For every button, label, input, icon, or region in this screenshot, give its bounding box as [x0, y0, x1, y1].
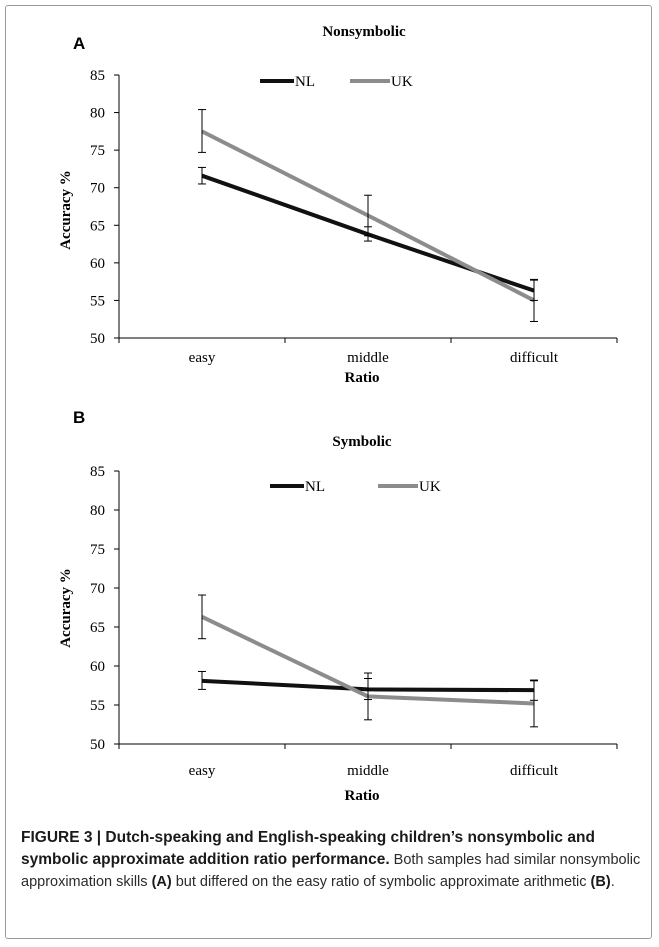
panel-b-legend-label-nl: NL [305, 479, 325, 495]
panel-b-series-uk-error-bar [530, 680, 538, 728]
panel-a-series-uk-error-bar [530, 278, 538, 322]
panel-a-legend-label-uk: UK [391, 74, 413, 90]
panel-a-x-tick-label: easy [189, 350, 216, 366]
panel-a-y-axis-label: Accuracy % [58, 170, 74, 250]
panel-b-letter: B [73, 408, 85, 427]
panel-b-y-tick-label: 50 [90, 737, 105, 753]
panel-b-chart: 50 55 60 65 70 75 80 85 easy middle difficult Ratio… [58, 464, 618, 804]
panel-a-x-tick-label: difficult [510, 350, 559, 366]
panel-a-series-nl-error-bar [198, 166, 206, 185]
panel-a-legend-label-nl: NL [295, 74, 315, 90]
panel-b-title: Symbolic [332, 434, 392, 450]
figure-caption: FIGURE 3 | Dutch-speaking and English-sp… [21, 827, 641, 893]
panel-a-x-axis-label: Ratio [345, 370, 380, 386]
panel-b-legend-label-uk: UK [419, 479, 441, 495]
caption-body-start: Both samples had similar nonsymbolic app… [21, 852, 641, 890]
caption-body-middle: but differed on the easy ratio of symbol… [171, 874, 591, 890]
panel-b-y-tick-label: 85 [90, 464, 105, 480]
panel-a-y-tick-label: 85 [90, 68, 105, 84]
panel-b: B Symbolic 50 55 60 65 70 75 80 85 easy middle dif… [58, 408, 618, 804]
panel-b-x-axis-label: Ratio [345, 788, 380, 804]
panel-b-x-tick-label: difficult [510, 763, 559, 779]
panel-a-y-tick-label: 60 [90, 256, 105, 272]
panel-b-series-uk-error-bar [198, 594, 206, 640]
panel-b-y-axis-label: Accuracy % [58, 568, 74, 648]
panel-a-title: Nonsymbolic [322, 24, 406, 40]
panel-a-y-tick-label: 65 [90, 218, 105, 234]
panel-a-chart: 50 55 60 65 70 75 80 85 easy middle difficult Ratio… [58, 68, 618, 386]
caption-ref-a: (A) [151, 874, 172, 890]
panel-a-y-tick-label: 50 [90, 331, 105, 347]
panel-b-x-tick-label: middle [347, 763, 389, 779]
panel-b-y-tick-label: 60 [90, 659, 105, 675]
panel-a-y-tick-label: 70 [90, 181, 105, 197]
figure-frame [5, 5, 652, 939]
panel-b-y-tick-label: 80 [90, 503, 105, 519]
caption-body-end: . [610, 874, 615, 890]
panel-a-y-tick-label: 55 [90, 293, 105, 309]
panel-b-y-tick-label: 55 [90, 698, 105, 714]
panel-b-x-tick-label: easy [189, 763, 216, 779]
panel-a-y-tick-label: 75 [90, 143, 105, 159]
panel-b-series-uk-error-bar [364, 672, 372, 721]
panel-a: A Nonsymbolic 50 55 60 65 70 75 80 85 easy middle… [58, 24, 618, 386]
panel-a-series-uk-error-bar [198, 109, 206, 153]
caption-title: FIGURE 3 | Dutch-speaking and English-sp… [21, 829, 595, 868]
panel-b-y-tick-label: 70 [90, 581, 105, 597]
panel-a-x-tick-label: middle [347, 350, 389, 366]
panel-a-y-tick-label: 80 [90, 106, 105, 122]
panel-b-series-nl-error-bar [198, 670, 206, 690]
panel-b-y-tick-label: 65 [90, 620, 105, 636]
caption-ref-b: (B) [590, 874, 611, 890]
panel-b-y-tick-label: 75 [90, 542, 105, 558]
panel-a-letter: A [73, 34, 85, 53]
panel-a-series-uk-error-bar [364, 194, 372, 237]
